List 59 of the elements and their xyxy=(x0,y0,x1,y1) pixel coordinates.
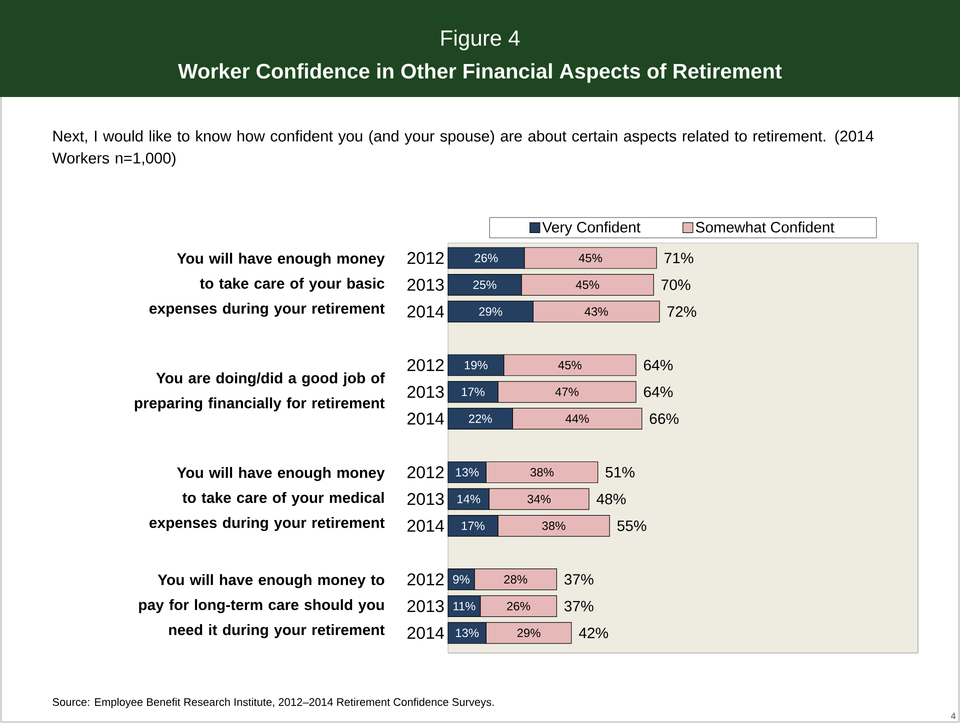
y-tick-label: 2013 xyxy=(408,278,444,291)
chart-subtitle: Worker Confidence in Other Financial Aspects of Retirement xyxy=(178,63,782,83)
data-label: 13% xyxy=(456,468,479,476)
total-label: 51% xyxy=(606,466,634,478)
data-label: 13% xyxy=(456,628,479,638)
total-label: 70% xyxy=(662,279,690,290)
source-note: Source: Employee Benefit Research Institute, 2012–2014 Retirement Confidence Surveys. xyxy=(52,698,494,708)
data-label: 45% xyxy=(578,254,602,262)
total-label: 64% xyxy=(644,360,673,370)
total-label: 37% xyxy=(564,600,594,612)
data-label: 44% xyxy=(566,414,589,423)
y-tick-label: 2014 xyxy=(408,520,444,532)
y-tick-label: 2014 xyxy=(408,626,444,639)
data-label: 47% xyxy=(555,388,579,396)
data-label: 17% xyxy=(462,388,485,396)
text: Next, I would like to know how confident you (and your spouse) are about certain aspects related to retirement. (2014 Workers n=1,000) xyxy=(52,130,874,167)
y-tick-label: 2012 xyxy=(408,466,444,478)
text: 4 xyxy=(950,712,956,720)
y-tick-label: 2013 xyxy=(408,600,444,612)
data-label: 19% xyxy=(464,360,488,370)
data-label: 29% xyxy=(479,307,502,316)
data-label: 17% xyxy=(462,522,485,530)
text: You are doing/did a good job of preparing financially for retirement xyxy=(134,372,385,412)
data-label: 45% xyxy=(558,360,582,370)
total-label: 48% xyxy=(596,494,626,504)
y-tick-label: 2014 xyxy=(408,412,444,425)
legend-label: Somewhat Confident xyxy=(696,222,834,233)
data-label: 34% xyxy=(528,494,551,504)
text: You will have enough money to take care of your basic expenses during your retirement xyxy=(149,252,385,317)
total-label: 71% xyxy=(664,252,694,264)
text: You will have enough money to pay for long-term care should you need it during your retirement xyxy=(139,574,385,638)
data-label: 45% xyxy=(576,280,600,289)
total-label: 64% xyxy=(644,386,673,398)
data-label: 38% xyxy=(530,468,554,476)
y-tick-label: 2013 xyxy=(408,386,444,398)
data-label: 11% xyxy=(454,602,476,610)
legend-label: Very Confident xyxy=(542,222,640,236)
data-label: 14% xyxy=(457,494,480,504)
total-label: 42% xyxy=(578,628,608,638)
total-label: 66% xyxy=(650,413,679,424)
total-label: 72% xyxy=(667,306,696,317)
data-label: 43% xyxy=(584,307,608,316)
text: You will have enough money to take care of your medical expenses during your retirement xyxy=(149,466,385,532)
data-label: 26% xyxy=(474,254,498,262)
y-tick-label: 2012 xyxy=(408,573,444,586)
data-label: 38% xyxy=(542,522,566,530)
y-tick-label: 2012 xyxy=(408,359,444,372)
data-label: 9% xyxy=(453,575,470,584)
y-tick-label: 2013 xyxy=(408,493,444,506)
data-label: 28% xyxy=(504,575,528,584)
y-tick-label: 2012 xyxy=(408,252,444,264)
total-label: 37% xyxy=(564,574,594,585)
chart-title: Figure 4 xyxy=(441,30,520,50)
data-label: 29% xyxy=(517,628,540,638)
data-label: 26% xyxy=(507,602,530,610)
total-label: 55% xyxy=(617,520,646,532)
data-label: 25% xyxy=(473,280,496,290)
y-tick-label: 2014 xyxy=(408,306,444,318)
data-label: 22% xyxy=(468,414,492,423)
